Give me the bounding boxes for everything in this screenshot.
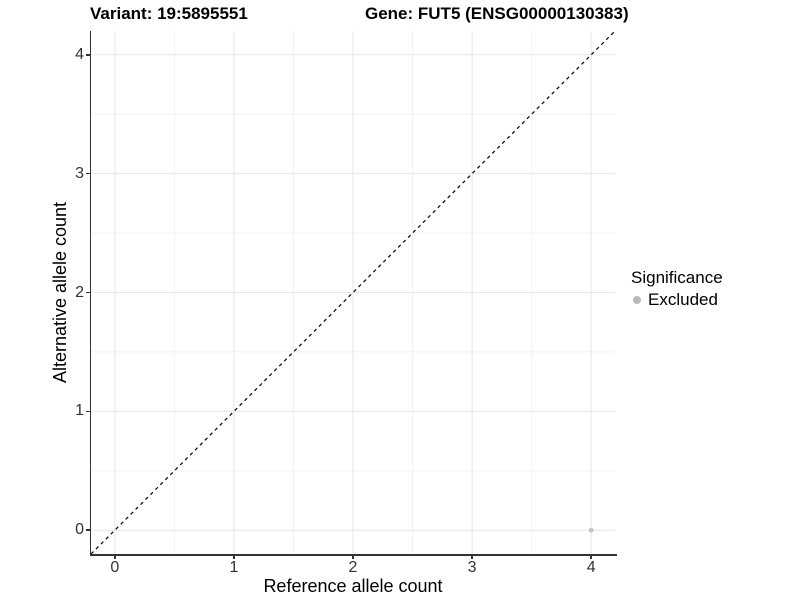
y-axis-line <box>89 31 91 556</box>
x-tick-mark <box>352 555 354 559</box>
x-tick-mark <box>233 555 235 559</box>
x-tick-mark <box>471 555 473 559</box>
x-tick-label: 4 <box>586 559 596 576</box>
plot-title-variant: Variant: 19:5895551 <box>90 4 248 23</box>
legend-point-icon <box>633 296 641 304</box>
plot-canvas <box>90 30 616 555</box>
legend-item-label: Excluded <box>648 290 718 309</box>
x-tick-mark <box>590 555 592 559</box>
y-tick-label: 3 <box>75 164 84 182</box>
legend-item: Excluded <box>631 290 723 310</box>
x-tick-mark <box>114 555 116 559</box>
plot-panel <box>90 30 616 555</box>
y-tick-label: 2 <box>75 283 84 301</box>
y-tick-label: 0 <box>75 521 84 539</box>
identity-line <box>90 30 616 555</box>
y-tick-mark <box>86 291 90 294</box>
x-tick-label: 2 <box>348 559 358 576</box>
data-point <box>588 527 594 533</box>
y-tick-mark <box>86 172 90 175</box>
y-tick-label: 4 <box>75 45 84 63</box>
x-tick-label: 3 <box>467 559 477 576</box>
plot-title-gene: Gene: FUT5 (ENSG00000130383) <box>365 4 629 23</box>
legend-title: Significance <box>631 268 723 287</box>
y-tick-label: 1 <box>75 402 84 420</box>
x-axis-title: Reference allele count <box>263 576 443 596</box>
legend: Significance Excluded <box>631 268 723 310</box>
legend-items: Excluded <box>631 290 723 310</box>
y-axis-title: Alternative allele count <box>50 201 71 384</box>
y-axis-title-box: Alternative allele count <box>44 31 78 554</box>
x-tick-label: 0 <box>110 559 120 576</box>
y-tick-mark <box>86 410 90 413</box>
x-tick-label: 1 <box>229 559 239 576</box>
y-tick-mark <box>86 529 90 531</box>
y-tick-mark <box>86 54 90 56</box>
x-axis-line <box>89 554 617 556</box>
